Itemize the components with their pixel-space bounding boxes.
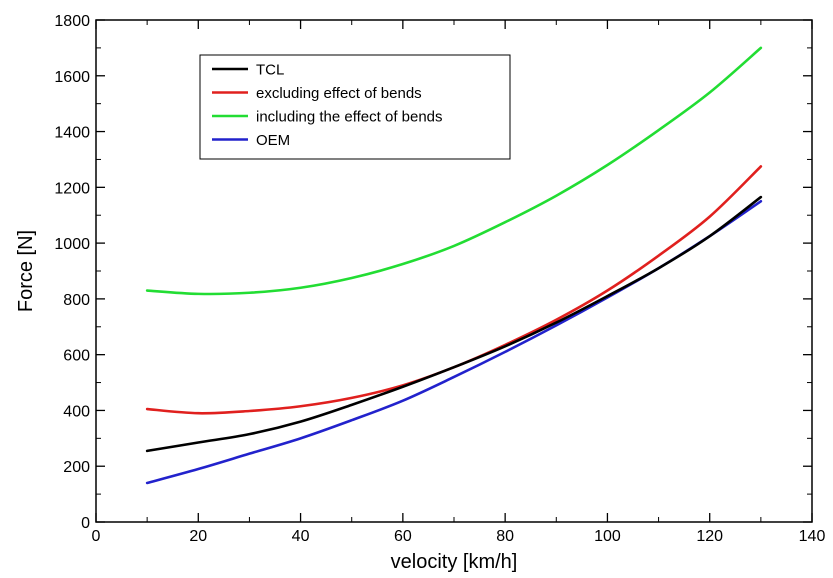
y-tick-label: 1600 — [54, 69, 90, 86]
legend: TCL excluding effect of bends including th… — [199, 54, 511, 160]
y-tick-label: 800 — [63, 292, 90, 309]
series-line — [145, 195, 763, 453]
legend-label: TCL — [256, 62, 284, 79]
x-axis-label: velocity [km/h] — [391, 551, 518, 573]
legend-label: excluding effect of bends — [256, 85, 422, 102]
legend-label: OEM — [256, 132, 290, 149]
x-tick-label: 40 — [292, 528, 310, 545]
x-ticks: 0 20 40 60 80 100 120 140 — [92, 20, 826, 545]
legend-box — [199, 54, 511, 160]
x-tick-label: 140 — [799, 528, 826, 545]
x-tick-label: 60 — [394, 528, 412, 545]
series-line — [145, 46, 763, 296]
y-tick-label: 1000 — [54, 236, 90, 253]
y-tick-label: 1800 — [54, 13, 90, 30]
y-ticks: 0 200 400 600 800 1000 1200 1400 1600 1800 — [54, 13, 812, 532]
y-axis-label: Force [N] — [15, 230, 37, 312]
y-tick-label: 600 — [63, 348, 90, 365]
x-tick-label: 0 — [92, 528, 101, 545]
y-tick-label: 400 — [63, 403, 90, 420]
x-tick-label: 20 — [189, 528, 207, 545]
legend-label: including the effect of bends — [256, 109, 443, 126]
y-tick-label: 200 — [63, 459, 90, 476]
y-tick-label: 0 — [81, 515, 90, 532]
series-lines — [145, 46, 763, 485]
y-tick-label: 1200 — [54, 180, 90, 197]
x-tick-label: 100 — [594, 528, 621, 545]
x-tick-label: 80 — [496, 528, 514, 545]
y-tick-label: 1400 — [54, 125, 90, 142]
x-tick-label: 120 — [696, 528, 723, 545]
series-line — [145, 199, 763, 485]
